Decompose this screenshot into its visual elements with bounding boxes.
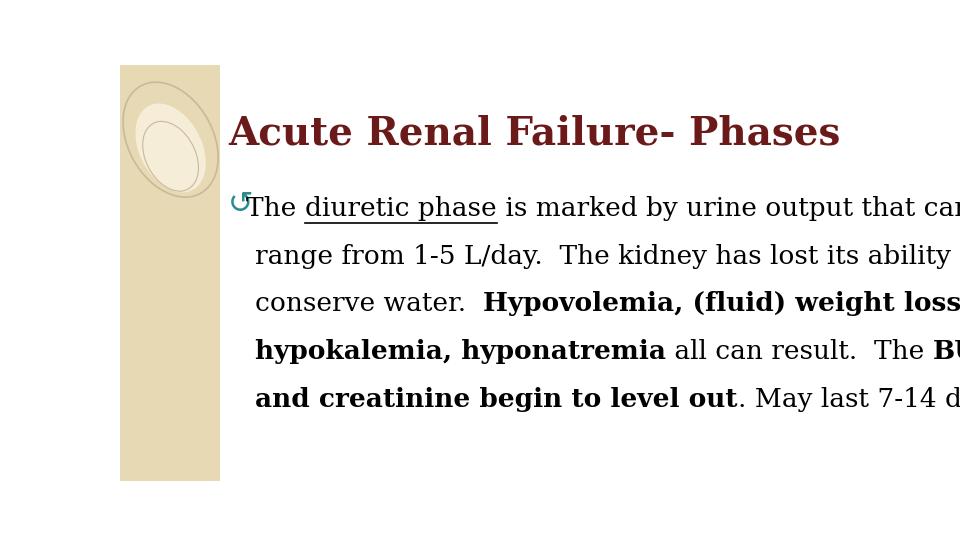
Text: Hypovolemia, (fluid) weight loss,: Hypovolemia, (fluid) weight loss, <box>483 292 960 316</box>
Text: hypokalemia, hyponatremia: hypokalemia, hyponatremia <box>255 339 666 364</box>
FancyBboxPatch shape <box>120 65 221 481</box>
Text: . May last 7-14 days.: . May last 7-14 days. <box>738 387 960 412</box>
Text: ↺: ↺ <box>228 190 253 219</box>
Text: diuretic phase: diuretic phase <box>305 196 496 221</box>
Text: conserve water.: conserve water. <box>255 292 483 316</box>
Text: range from 1-5 L/day.  The kidney has lost its ability to: range from 1-5 L/day. The kidney has los… <box>255 244 960 268</box>
Text: Acute Renal Failure- Phases: Acute Renal Failure- Phases <box>228 114 840 153</box>
Text: is marked by urine output that can: is marked by urine output that can <box>496 196 960 221</box>
Ellipse shape <box>134 103 206 193</box>
Text: The: The <box>247 196 305 221</box>
Text: all can result.  The: all can result. The <box>666 339 933 364</box>
Text: and creatinine begin to level out: and creatinine begin to level out <box>255 387 738 412</box>
Text: BUN: BUN <box>933 339 960 364</box>
